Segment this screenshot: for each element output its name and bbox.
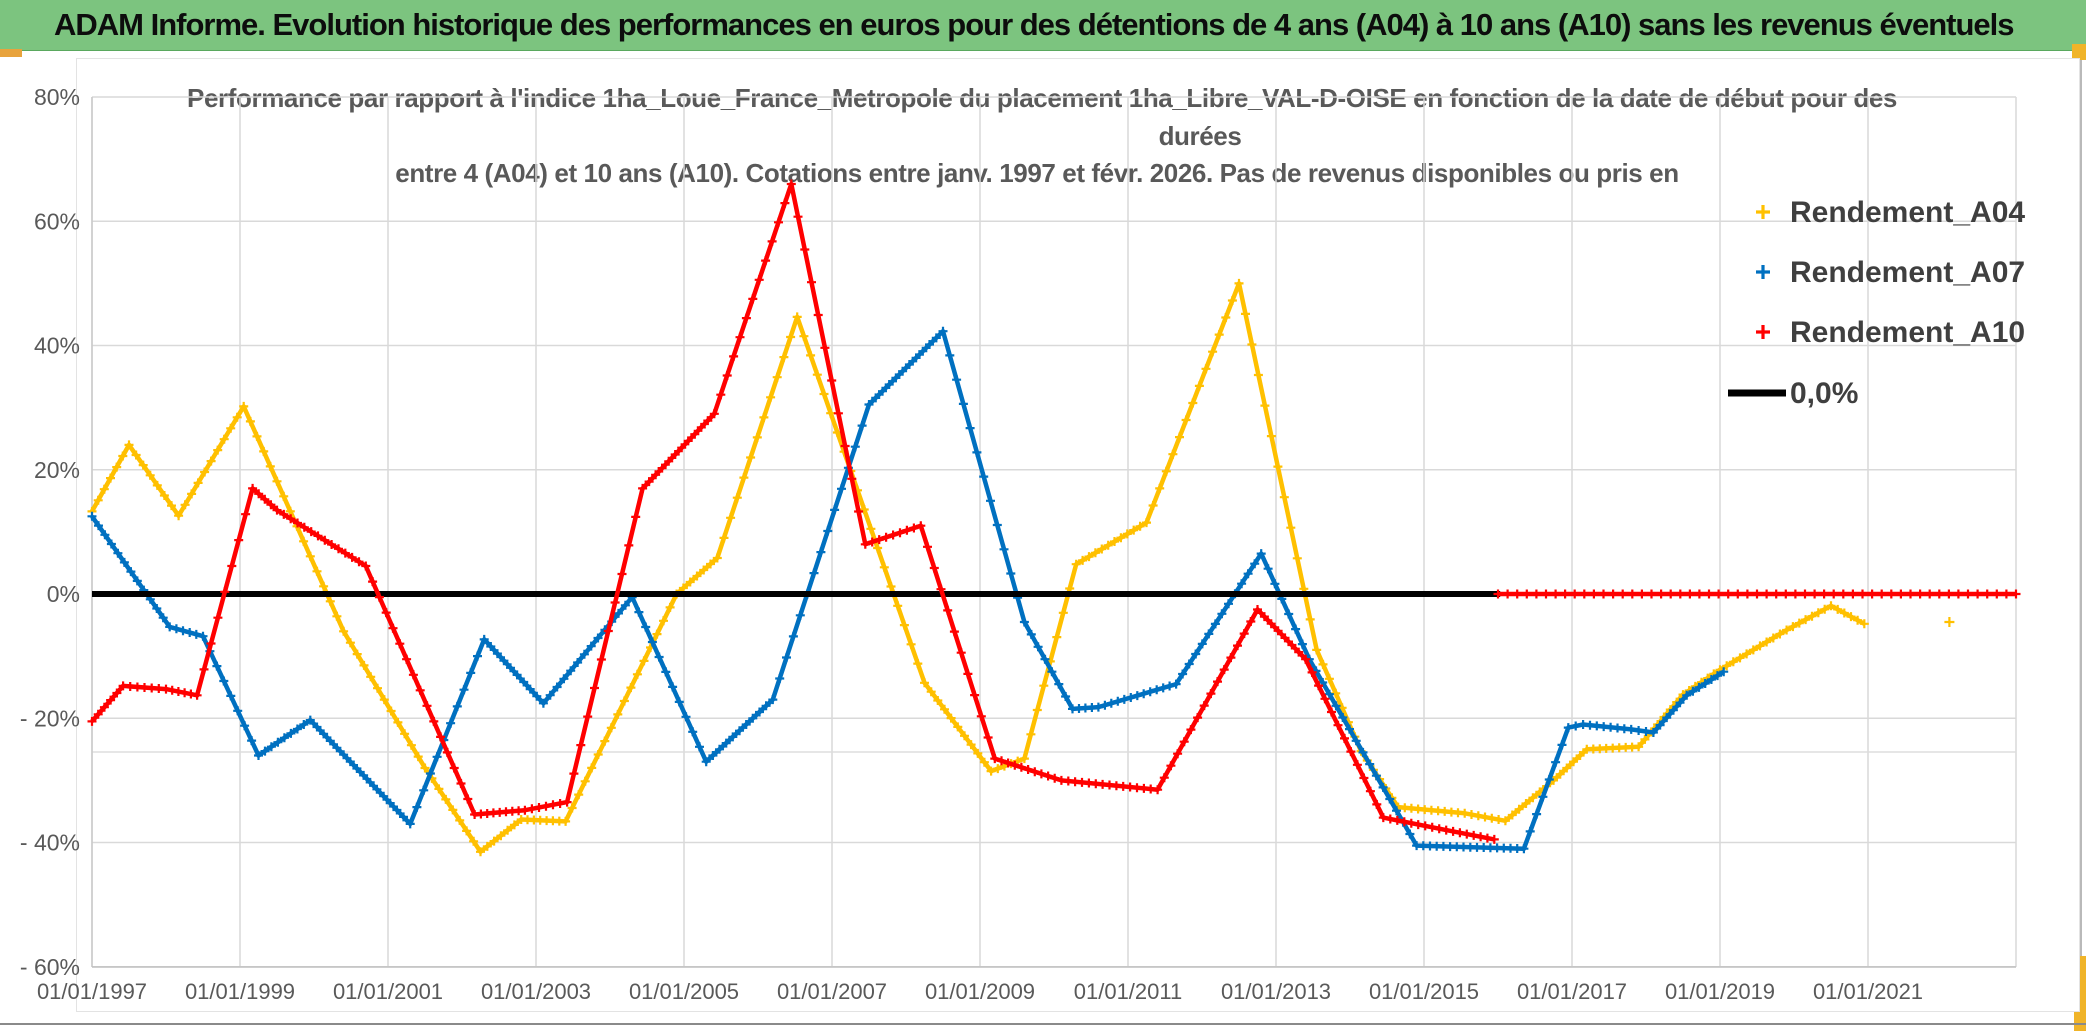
- legend-label: Rendement_A04: [1790, 196, 2025, 229]
- y-axis-label: 0%: [47, 581, 80, 607]
- x-axis-label: 01/01/2007: [777, 979, 887, 1004]
- series-markers-Rendement_A04: [87, 278, 1869, 857]
- chart-title-line1: Performance par rapport à l'indice 1ha_L…: [187, 83, 1897, 113]
- legend-label: 0,0%: [1790, 377, 1858, 410]
- legend-label: Rendement_A07: [1790, 256, 2025, 289]
- y-axis-label: 20%: [34, 457, 80, 483]
- chart-title-line3: entre 4 (A04) et 10 ans (A10). Cotations…: [395, 158, 1679, 188]
- y-axis-label: 80%: [34, 84, 80, 110]
- x-axis-label: 01/01/2005: [629, 979, 739, 1004]
- y-axis-label: - 20%: [20, 705, 80, 731]
- x-axis-label: 01/01/1997: [37, 979, 147, 1004]
- series-markers-Rendement_A07: [87, 326, 1729, 854]
- y-axis-label: - 40%: [20, 830, 80, 856]
- x-axis-label: 01/01/2013: [1221, 979, 1331, 1004]
- series-markers-Rendement_A10: [1493, 589, 2021, 599]
- x-axis-label: 01/01/2015: [1369, 979, 1479, 1004]
- series-line-Rendement_A10: [90, 181, 1495, 842]
- x-axis-label: 01/01/2021: [1813, 979, 1923, 1004]
- x-axis-label: 01/01/2001: [333, 979, 443, 1004]
- y-axis-label: 40%: [34, 333, 80, 359]
- sheet-header-bar: ADAM Informe. Evolution historique des p…: [0, 0, 2086, 51]
- selection-notch-left: [0, 49, 22, 57]
- x-axis-label: 01/01/2011: [1074, 979, 1182, 1004]
- x-axis-label: 01/01/2017: [1517, 979, 1627, 1004]
- series-markers-Rendement_A10: [87, 179, 1499, 844]
- sheet-bottom-edge: [0, 1023, 2086, 1025]
- legend-marker-Rendement_A07: [1756, 265, 1770, 279]
- y-axis-label: - 60%: [20, 954, 80, 980]
- y-axis-label: 60%: [34, 208, 80, 234]
- legend-marker-Rendement_A04: [1756, 205, 1770, 219]
- x-axis-label: 01/01/2019: [1665, 979, 1775, 1004]
- x-axis-label: 01/01/2009: [925, 979, 1035, 1004]
- sheet-edge-line: [2080, 60, 2082, 958]
- legend-label: Rendement_A10: [1790, 316, 2025, 349]
- series-line-Rendement_A07: [90, 328, 1725, 851]
- series-markers-Rendement_A04: [1944, 617, 1955, 627]
- chart-title-line2: durées: [1158, 121, 1242, 151]
- sheet-header-title: ADAM Informe. Evolution historique des p…: [54, 7, 2015, 42]
- selection-strip-top-right: [2072, 44, 2086, 60]
- legend-marker-Rendement_A10: [1756, 325, 1770, 339]
- x-axis-label: 01/01/2003: [481, 979, 591, 1004]
- chart-object-frame[interactable]: [76, 58, 2080, 1012]
- x-axis-label: 01/01/1999: [185, 979, 295, 1004]
